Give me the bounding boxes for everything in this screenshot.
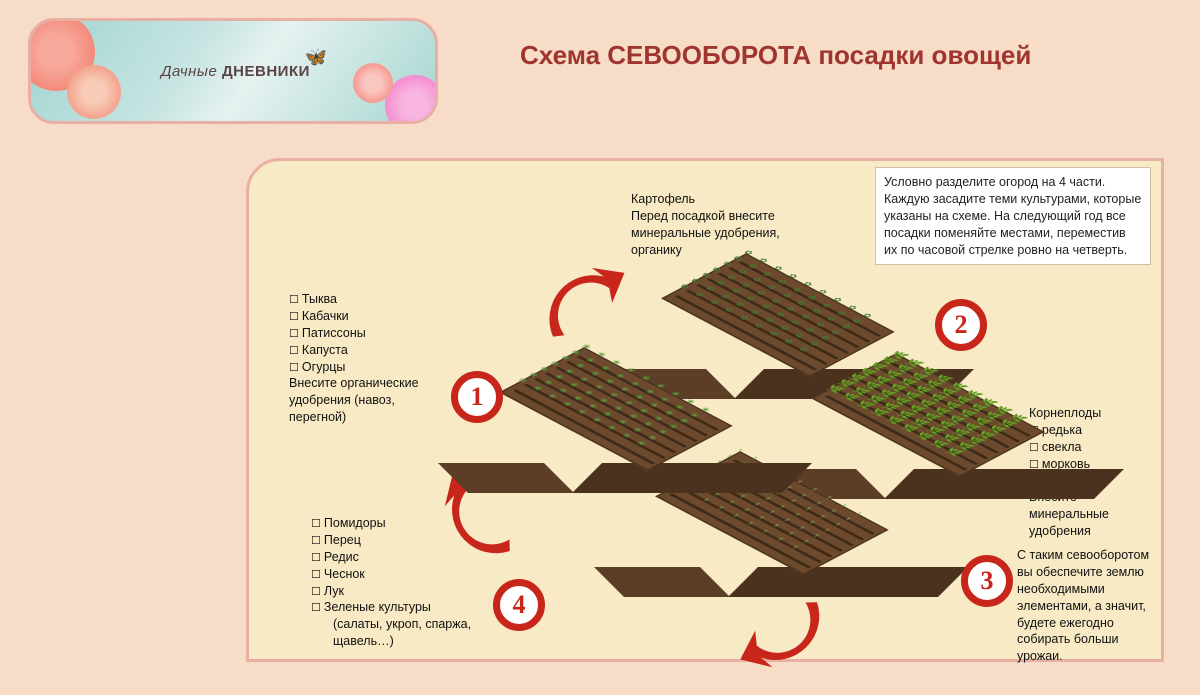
garden-bed: ❀❀❀❀❀❀❀❀❀❀❀❀❀❀❀❀❀❀❀❀❀❀❀❀❀❀❀❀❀❀❀❀❀❀❀❀❀❀❀❀… [511, 409, 721, 469]
garden-bed: 🌿🌿🌿🌿🌿🌿🌿🌿🌿🌿🌿🌿🌿🌿🌿🌿🌿🌿🌿🌿🌿🌿🌿🌿🌿🌿🌿🌿🌿🌿🌿🌿🌿🌿🌿🌿🌿🌿🌿🌿… [823, 415, 1033, 475]
instruction-box: Условно разделите огород на 4 части. Каж… [875, 167, 1151, 265]
banner-text: Дачные ДНЕВНИКИ [161, 63, 310, 80]
garden-bed: ⲯⲯⲯⲯⲯⲯⲯⲯⲯⲯⲯⲯⲯⲯⲯⲯⲯⲯⲯⲯⲯⲯⲯⲯⲯⲯⲯⲯⲯⲯⲯⲯⲯⲯⲯⲯⲯⲯⲯⲯ… [667, 513, 877, 573]
rotation-step-badge: 4 [493, 579, 545, 631]
plot-2-label: Картофель Перед посадкой внесите минерал… [631, 191, 801, 259]
banner: 🦋 Дачные ДНЕВНИКИ [28, 18, 438, 124]
page-title: Схема СЕВООБОРОТА посадки овощей [520, 40, 1031, 71]
plot-1-label: Тыква Кабачки Патиссоны Капуста Огурцы В… [289, 291, 429, 426]
benefit-note: С таким севооборотом вы обеспечите землю… [1017, 547, 1167, 665]
rotation-step-badge: 2 [935, 299, 987, 351]
rotation-diagram: Условно разделите огород на 4 части. Каж… [246, 158, 1164, 662]
rotation-step-badge: 1 [451, 371, 503, 423]
rotation-step-badge: 3 [961, 555, 1013, 607]
